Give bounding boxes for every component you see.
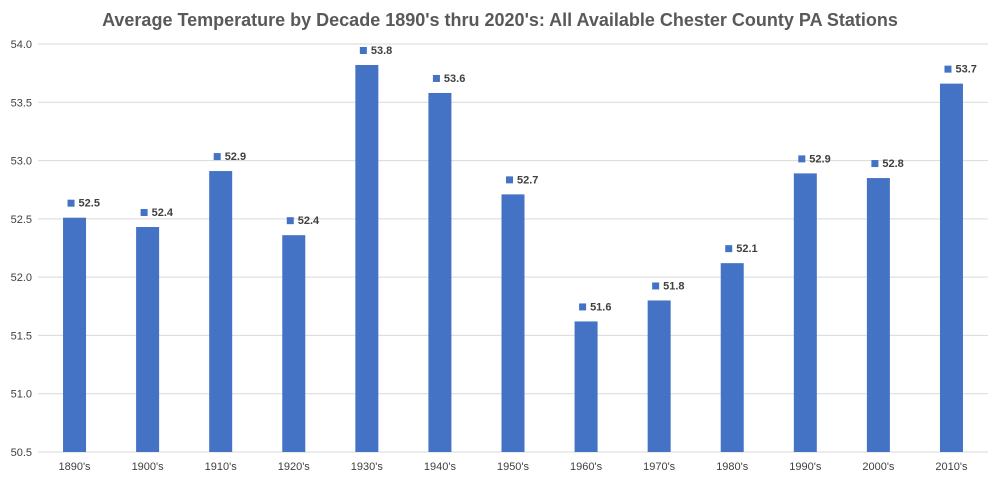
data-label-marker [506, 176, 513, 184]
data-label-marker [140, 209, 148, 217]
data-label-marker [213, 153, 221, 161]
data-label-marker [359, 46, 367, 54]
data-label: 52.4 [152, 207, 174, 219]
bar [574, 321, 598, 452]
data-label-marker [579, 303, 587, 311]
data-label-marker [652, 282, 660, 290]
data-label: 51.8 [663, 280, 684, 292]
data-label-marker [286, 217, 294, 225]
x-tick-label: 1980's [716, 461, 749, 473]
x-tick-label: 1940's [424, 461, 457, 473]
data-label: 52.9 [809, 153, 830, 165]
bar [282, 235, 306, 452]
y-tick-label: 52.5 [11, 214, 32, 226]
bar [428, 92, 452, 453]
data-label-marker [798, 155, 806, 163]
bar [720, 263, 744, 452]
data-label-marker [432, 74, 440, 82]
x-tick-label: 2010's [935, 461, 968, 473]
y-axis-ticks: 50.5 51.0 51.5 52.0 52.5 53.0 53.5 54.0 [11, 39, 32, 459]
data-label: 52.1 [736, 243, 757, 255]
bar [136, 227, 160, 452]
data-label-marker [67, 199, 75, 207]
x-tick-label: 1990's [789, 461, 822, 473]
data-label: 52.8 [882, 158, 903, 170]
data-label: 51.6 [590, 301, 611, 313]
y-tick-label: 54.0 [11, 39, 32, 51]
bar [939, 83, 963, 453]
bar [866, 178, 890, 453]
bar [793, 173, 817, 452]
x-tick-label: 2000's [862, 461, 895, 473]
bars [63, 64, 963, 453]
data-label: 52.7 [517, 174, 538, 186]
bar [209, 171, 233, 452]
x-axis-ticks: 1890's 1900's 1910's 1920's 1930's 1940's 1950… [58, 461, 967, 473]
x-tick-label: 1920's [278, 461, 311, 473]
data-label: 53.8 [371, 45, 392, 57]
data-label: 53.6 [444, 73, 465, 85]
y-tick-label: 52.0 [11, 272, 32, 284]
data-label-marker [944, 65, 952, 73]
bar [647, 300, 671, 452]
data-label: 52.5 [79, 198, 100, 210]
data-label-marker [871, 160, 879, 168]
data-label-marker [725, 245, 733, 253]
chart-title: Average Temperature by Decade 1890's thr… [102, 10, 898, 30]
x-tick-label: 1930's [351, 461, 384, 473]
data-label: 53.7 [955, 64, 976, 76]
y-tick-label: 51.5 [11, 330, 32, 342]
bar [355, 64, 379, 453]
y-tick-label: 50.5 [11, 447, 32, 459]
y-tick-label: 53.5 [11, 97, 32, 109]
x-tick-label: 1970's [643, 461, 676, 473]
x-tick-label: 1960's [570, 461, 603, 473]
bar [63, 217, 87, 452]
x-tick-label: 1950's [497, 461, 530, 473]
x-tick-label: 1910's [205, 461, 238, 473]
x-tick-label: 1890's [58, 461, 91, 473]
data-labels: 52.5 52.4 52.9 52.4 53.8 53.6 52.7 51.6 51.8 52.1… [67, 45, 977, 313]
x-tick-label: 1900's [132, 461, 165, 473]
bar [501, 194, 525, 452]
y-tick-label: 53.0 [11, 156, 32, 168]
y-tick-label: 51.0 [11, 389, 32, 401]
data-label: 52.9 [225, 151, 246, 163]
data-label: 52.4 [298, 215, 320, 227]
